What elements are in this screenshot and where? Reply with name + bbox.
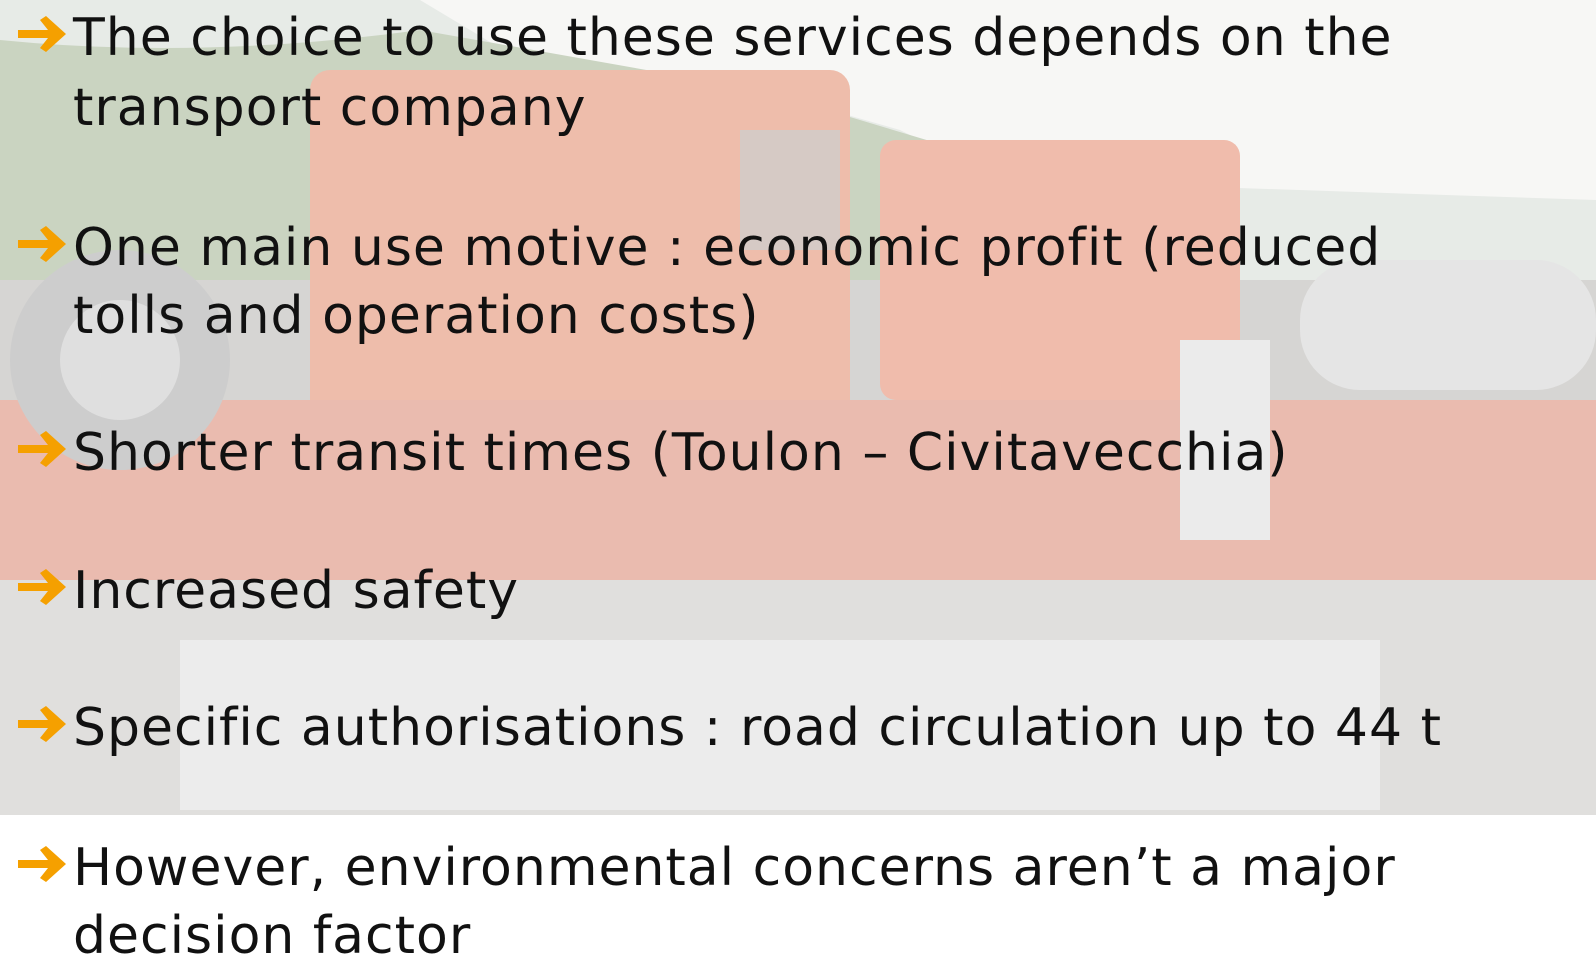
bullet-text: One main use motive : economic profit (r… (73, 218, 1381, 278)
bullet-arrow (14, 567, 70, 607)
bullet-text: Shorter transit times (Toulon – Civitave… (73, 423, 1289, 483)
bullet-arrow (14, 224, 70, 264)
bullet-text: tolls and operation costs) (73, 286, 760, 346)
bullet-text: Specific authorisations : road circulati… (73, 698, 1442, 758)
bullet-text: The choice to use these services depends… (73, 8, 1393, 68)
bullet-text: However, environmental concerns aren’t a… (73, 838, 1396, 898)
slide: The choice to use these services depends… (0, 0, 1596, 970)
bullet-arrow (14, 844, 70, 884)
bullet-text: decision factor (73, 906, 471, 966)
background-photo (0, 0, 1596, 970)
bullet-arrow (14, 704, 70, 744)
bullet-text: transport company (73, 78, 586, 138)
bullet-text: Increased safety (73, 561, 519, 621)
bullet-arrow (14, 14, 70, 54)
bullet-arrow (14, 429, 70, 469)
